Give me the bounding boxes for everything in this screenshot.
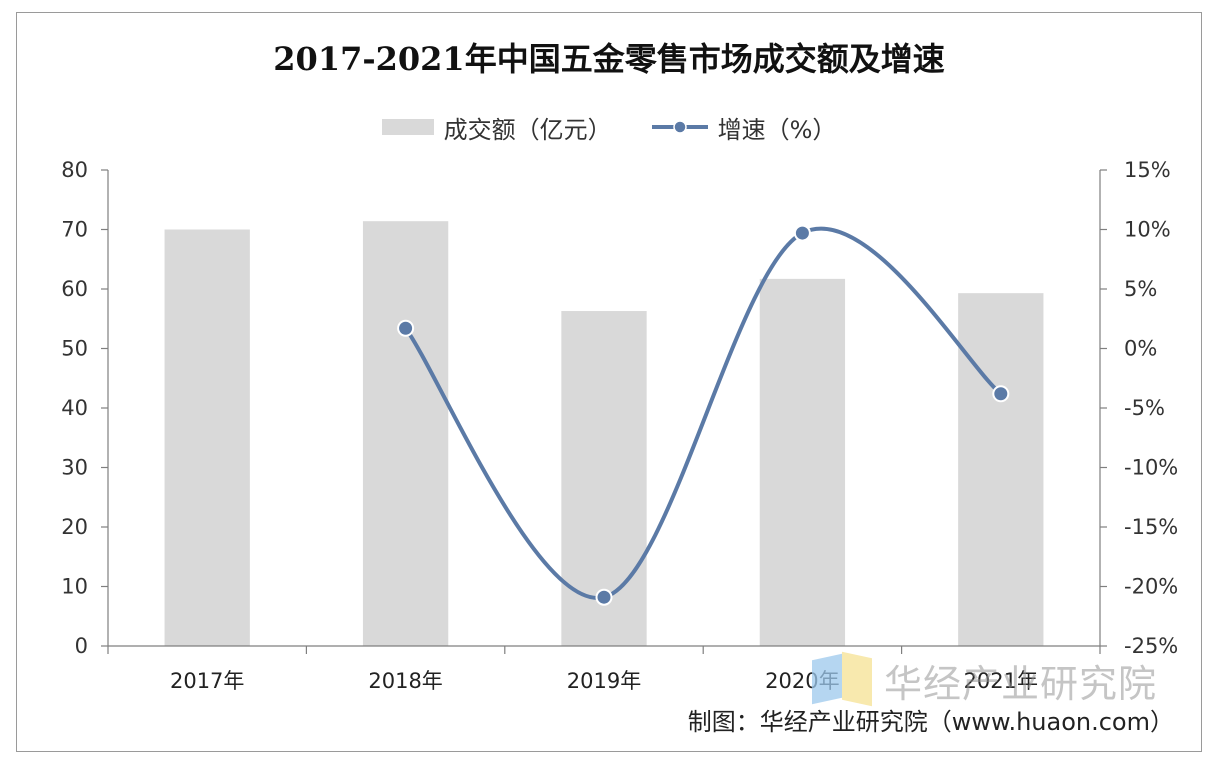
y-tick-label: 20 — [61, 515, 88, 539]
growth-point-1 — [397, 319, 415, 337]
y2-tick-label: -5% — [1124, 396, 1165, 420]
y2-tick-label: -20% — [1124, 575, 1178, 599]
y2-tick-label: 10% — [1124, 218, 1171, 242]
y2-tick-label: -25% — [1124, 634, 1178, 658]
y2-tick-label: 0% — [1124, 337, 1157, 361]
growth-point-4 — [992, 385, 1010, 403]
legend-label-line: 增速（%） — [717, 115, 837, 144]
bar-2 — [362, 221, 449, 647]
x-tick-label: 2017年 — [170, 669, 244, 693]
chart-title: 2017-2021年中国五金零售市场成交额及增速 — [273, 40, 945, 78]
legend: 成交额（亿元） 增速（%） — [0, 110, 1218, 144]
x-tick-label: 2021年 — [964, 669, 1038, 693]
bar-1 — [164, 229, 250, 646]
growth-line — [403, 226, 1003, 600]
y2-tick-label: 5% — [1124, 277, 1157, 301]
growth-point-3 — [793, 224, 811, 242]
legend-label-bar: 成交额（亿元） — [443, 115, 612, 144]
y-tick-label: 80 — [61, 158, 88, 182]
y-tick-label: 0 — [75, 634, 88, 658]
y-tick-label: 10 — [61, 575, 88, 599]
legend-swatch-bar — [381, 119, 434, 135]
watermark: 华经产业研究院 — [812, 650, 1157, 710]
source-note: 制图：华经产业研究院（www.huaon.com） — [687, 708, 1174, 736]
legend-item-line: 增速（%） — [651, 110, 837, 145]
x-tick-label: 2018年 — [368, 669, 442, 693]
x-tick-label: 2019年 — [567, 669, 641, 693]
growth-point-2 — [595, 588, 613, 606]
legend-swatch-line — [651, 120, 708, 134]
y2-tick-label: 15% — [1124, 158, 1171, 182]
y2-tick-label: -10% — [1124, 456, 1178, 480]
y-tick-label: 30 — [61, 456, 88, 480]
y-tick-label: 70 — [61, 218, 88, 242]
bar-4 — [759, 278, 846, 646]
watermark-logo-icon — [812, 651, 874, 709]
y-tick-label: 40 — [61, 396, 88, 420]
y2-tick-label: -15% — [1124, 515, 1178, 539]
watermark-text: 华经产业研究院 — [884, 661, 1158, 706]
y-tick-label: 50 — [61, 337, 88, 361]
bar-5 — [958, 293, 1044, 646]
legend-item-bar: 成交额（亿元） — [381, 110, 612, 145]
y-tick-label: 60 — [61, 277, 88, 301]
